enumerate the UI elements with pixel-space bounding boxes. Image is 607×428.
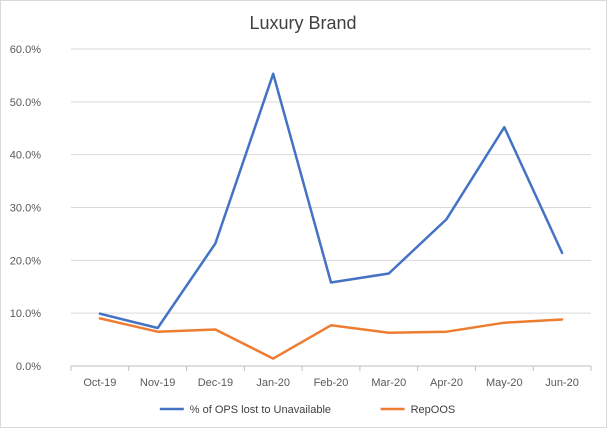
- legend-label-1: % of OPS lost to Unavailable: [190, 404, 331, 416]
- x-tick-label: Nov-19: [140, 377, 175, 389]
- x-tick-label: May-20: [486, 377, 523, 389]
- y-tick-label: 20.0%: [10, 255, 41, 267]
- legend: % of OPS lost to Unavailable RepOOS: [159, 404, 456, 416]
- y-tick-label: 50.0%: [10, 97, 41, 109]
- series-line-2: [98, 317, 564, 360]
- legend-label-2: RepOOS: [411, 404, 456, 416]
- y-tick-label: 30.0%: [10, 203, 41, 215]
- x-tick-label: Dec-19: [198, 377, 233, 389]
- y-tick-label: 60.0%: [10, 44, 41, 56]
- y-tick-label: 40.0%: [10, 150, 41, 162]
- y-axis-ticks: 0.0% 10.0% 20.0% 30.0% 40.0% 50.0% 60.0%: [10, 44, 41, 373]
- x-tick-label: Oct-19: [83, 377, 116, 389]
- x-tick-label: Apr-20: [430, 377, 463, 389]
- series-lines: [98, 72, 564, 360]
- y-tick-label: 0.0%: [16, 361, 41, 373]
- x-axis-ticks: Oct-19 Nov-19 Dec-19 Jan-20 Feb-20 Mar-20 Apr-…: [70, 366, 592, 389]
- y-tick-label: 10.0%: [10, 308, 41, 320]
- x-tick-label: Mar-20: [371, 377, 406, 389]
- x-tick-label: Jun-20: [545, 377, 579, 389]
- chart-title: Luxury Brand: [249, 13, 356, 33]
- x-tick-label: Feb-20: [314, 377, 349, 389]
- gridlines: [71, 48, 591, 367]
- series-line-1: [98, 72, 564, 330]
- x-tick-label: Jan-20: [256, 377, 290, 389]
